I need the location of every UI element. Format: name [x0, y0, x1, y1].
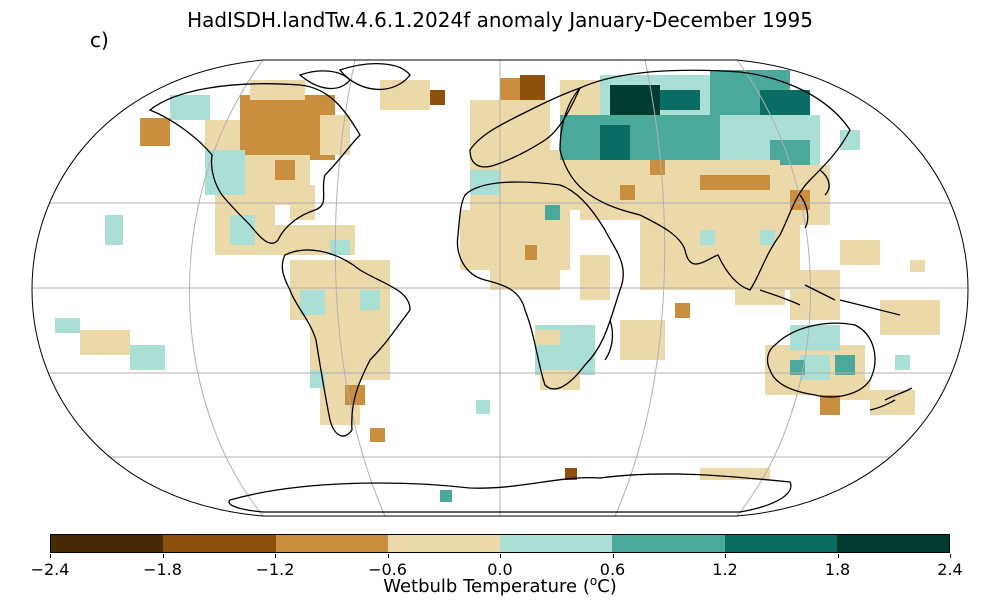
coastlines: [148, 63, 913, 513]
colorbar-label-suffix: C): [597, 576, 617, 597]
colorbar-tick-label: 0.0: [487, 560, 513, 579]
colorbar-bin-6: [724, 535, 837, 552]
graticule: [32, 60, 968, 516]
colorbar-tick: [725, 554, 726, 558]
colorbar-tick-label: 1.2: [712, 560, 738, 579]
colorbar-tick-label: 0.6: [599, 560, 626, 579]
colorbar-bin-5: [612, 535, 725, 552]
map-title: HadISDH.landTw.4.6.1.2024f anomaly Janua…: [187, 8, 813, 32]
colorbar: [50, 534, 950, 553]
colorbar-bin-1: [163, 535, 276, 552]
colorbar-label: Wetbulb Temperature (oC): [0, 574, 1000, 597]
panel-label: c): [90, 28, 109, 52]
colorbar-tick-label: 1.8: [824, 560, 851, 579]
colorbar-tick: [612, 554, 614, 558]
colorbar-bin-3: [387, 535, 500, 552]
colorbar-tick-label: −2.4: [30, 560, 70, 579]
globe-outline: [31, 59, 969, 517]
colorbar-tick: [500, 554, 501, 558]
colorbar-bin-0: [51, 535, 164, 552]
colorbar-label-unit: o: [589, 574, 598, 588]
colorbar-tick-label: −1.2: [255, 560, 295, 579]
colorbar-tick-label: 2.4: [937, 560, 963, 579]
colorbar-tick: [837, 554, 839, 558]
colorbar-bin-7: [836, 535, 949, 552]
colorbar-bin-4: [500, 535, 613, 552]
colorbar-tick: [275, 554, 276, 558]
colorbar-tick: [162, 554, 164, 558]
colorbar-tick-label: −1.8: [143, 560, 182, 579]
colorbar-bin-2: [275, 535, 388, 552]
anomaly-cells: [55, 70, 940, 502]
colorbar-tick-label: −0.6: [368, 560, 407, 579]
colorbar-tick: [50, 554, 51, 558]
colorbar-tick: [387, 554, 389, 558]
colorbar-label-prefix: Wetbulb Temperature (: [383, 576, 590, 597]
colorbar-tick: [950, 554, 951, 558]
